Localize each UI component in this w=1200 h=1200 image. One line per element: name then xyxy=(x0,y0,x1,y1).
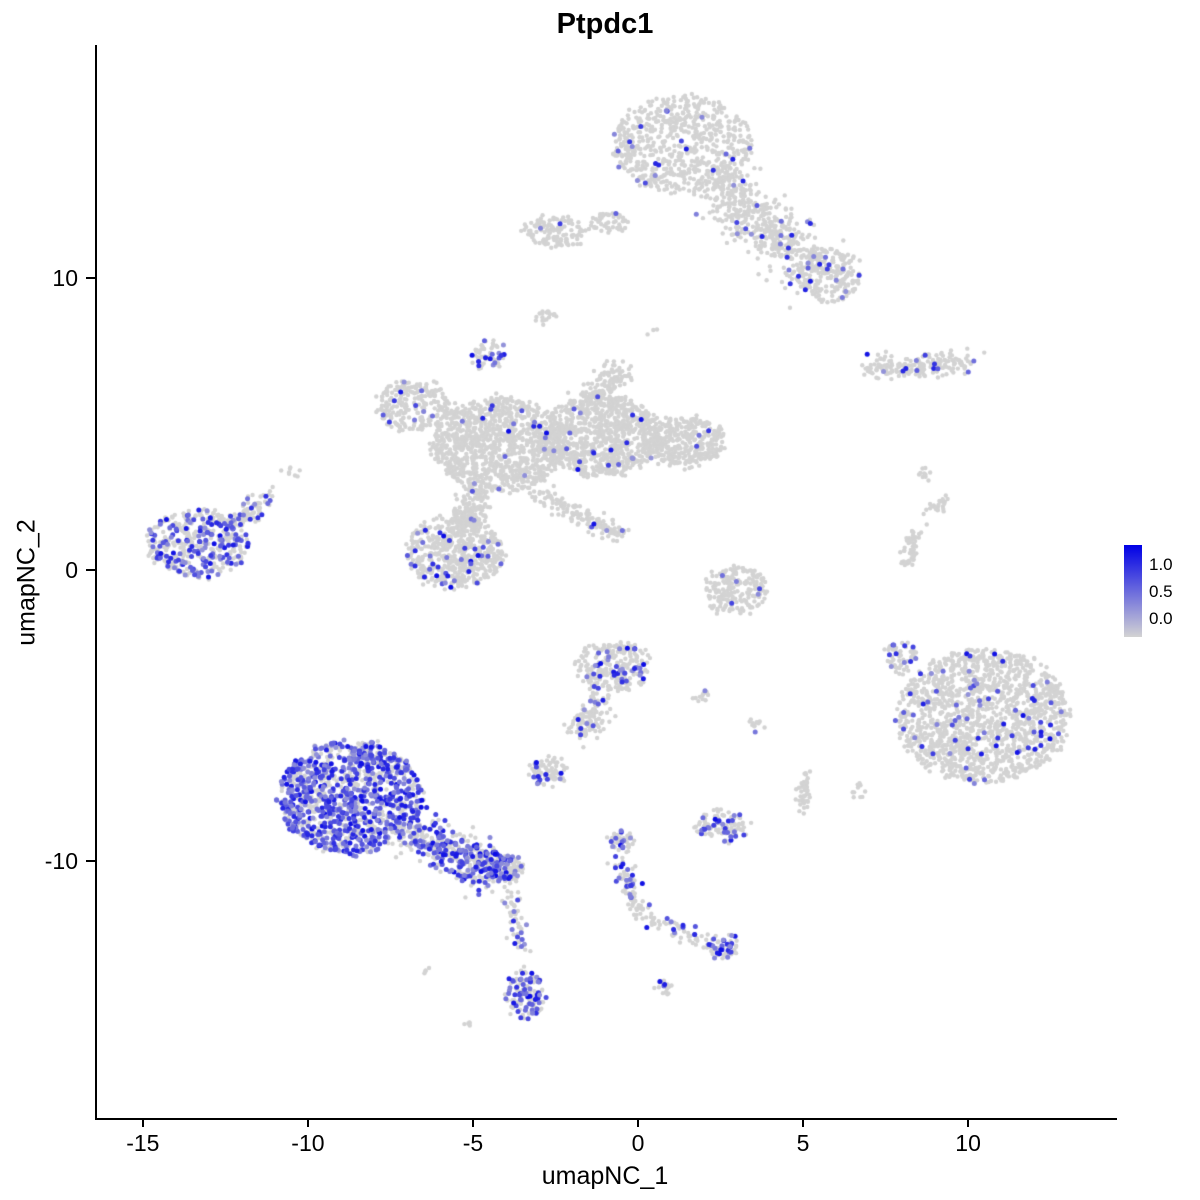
x-tick-mark xyxy=(471,1118,474,1127)
legend-gradient-bar xyxy=(1124,545,1142,637)
x-tick-label: -10 xyxy=(291,1130,325,1156)
y-tick-mark xyxy=(86,277,95,280)
x-tick-label: -5 xyxy=(462,1130,484,1156)
y-tick-mark xyxy=(86,568,95,571)
plot-title: Ptpdc1 xyxy=(556,8,654,40)
x-tick-label: -15 xyxy=(126,1130,160,1156)
x-tick-label: 10 xyxy=(955,1130,981,1156)
plot-area xyxy=(95,45,1117,1120)
y-tick-label: 0 xyxy=(65,556,78,583)
x-axis-label: umapNC_1 xyxy=(541,1162,669,1190)
x-tick-mark xyxy=(306,1118,309,1127)
color-legend: 1.0 0.5 0.0 xyxy=(1124,545,1200,645)
legend-tick-label: 0.5 xyxy=(1149,582,1173,601)
x-tick-label: 5 xyxy=(796,1130,810,1156)
x-tick-mark xyxy=(141,1118,144,1127)
y-axis-label: umapNC_2 xyxy=(12,519,41,646)
x-tick-mark xyxy=(637,1118,639,1127)
legend-tick-label: 1.0 xyxy=(1149,555,1173,575)
y-tick-label: -10 xyxy=(44,848,78,875)
scatter-points-canvas xyxy=(97,45,1117,1118)
x-tick-mark xyxy=(967,1118,970,1127)
y-tick-label: 10 xyxy=(52,265,78,292)
legend-tick-label: 0.0 xyxy=(1149,608,1173,628)
x-tick-label: 0 xyxy=(631,1130,645,1156)
x-tick-mark xyxy=(802,1118,805,1127)
y-tick-mark xyxy=(86,860,95,863)
